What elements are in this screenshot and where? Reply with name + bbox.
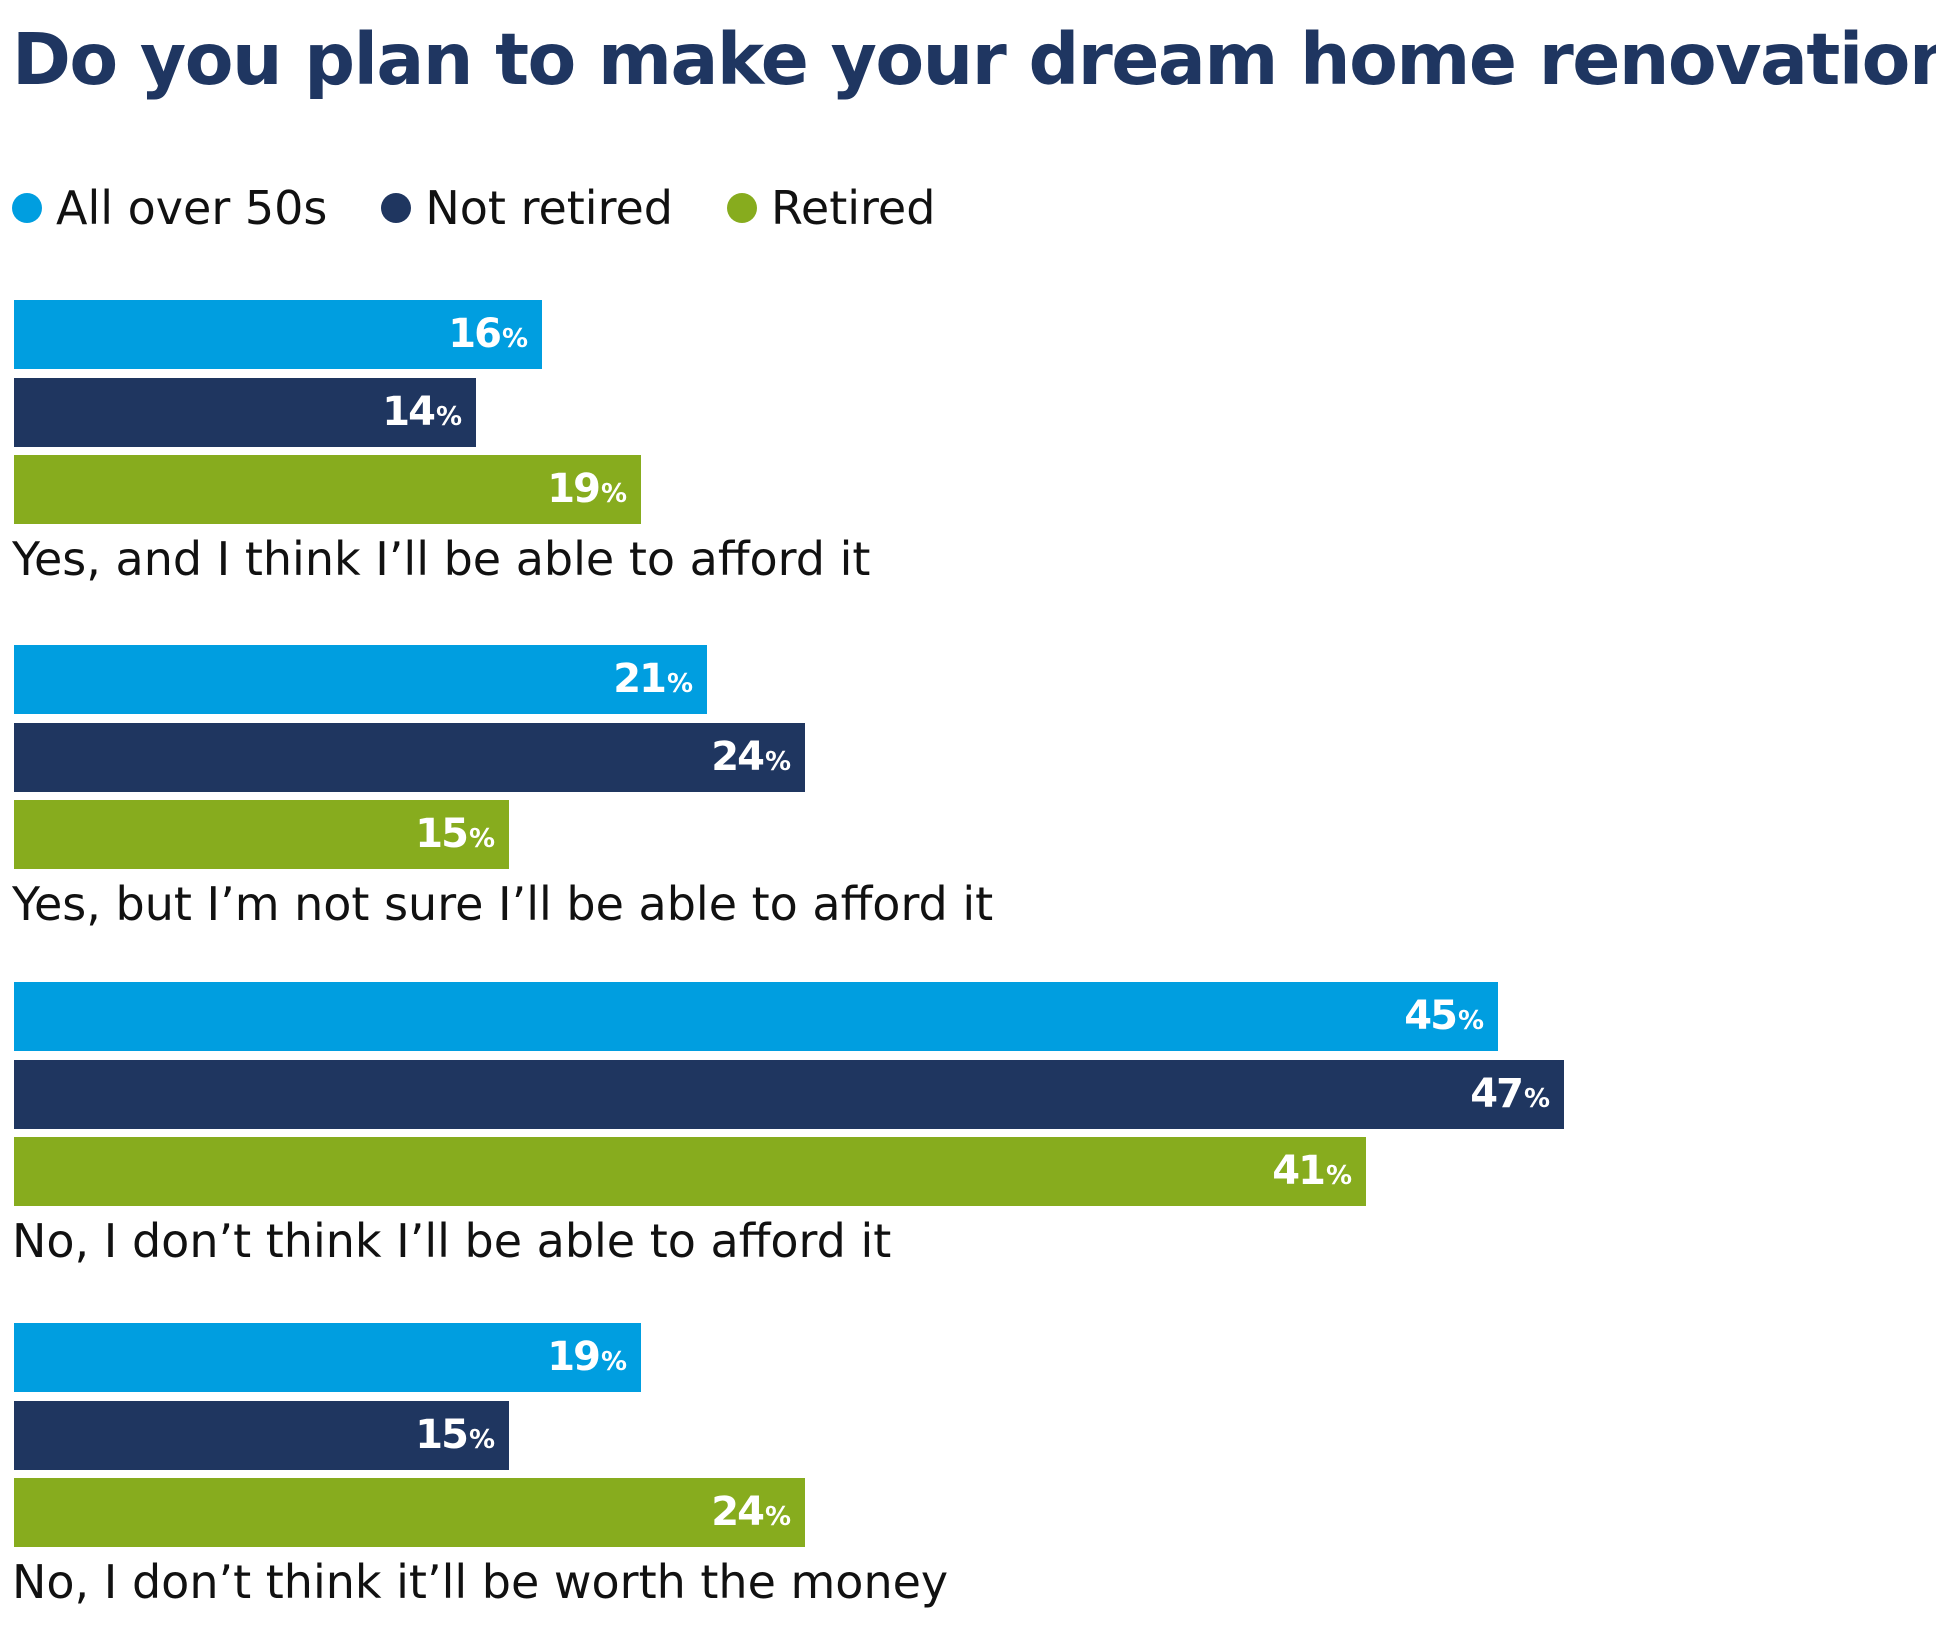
- bar: 15%: [14, 800, 509, 869]
- data-label: 21%: [613, 645, 693, 714]
- data-label-value: 14: [382, 388, 436, 435]
- bar: 24%: [14, 1478, 805, 1547]
- legend-item: All over 50s: [12, 181, 327, 235]
- bar: 21%: [14, 645, 707, 714]
- category-label: No, I don’t think I’ll be able to afford…: [12, 1214, 892, 1268]
- data-label-value: 45: [1404, 993, 1458, 1039]
- data-label-unit: %: [1523, 1083, 1550, 1114]
- data-label-unit: %: [764, 746, 791, 777]
- data-label: 16%: [448, 300, 528, 369]
- chart-title: Do you plan to make your dream home reno…: [12, 18, 1936, 101]
- category-label: No, I don’t think it’ll be worth the mon…: [12, 1555, 949, 1609]
- bar: 15%: [14, 1400, 509, 1470]
- data-label-unit: %: [666, 669, 693, 699]
- bar: 45%: [14, 982, 1498, 1051]
- data-label-value: 16: [448, 311, 502, 357]
- data-label: 15%: [415, 800, 495, 869]
- data-label: 45%: [1404, 982, 1484, 1051]
- data-label-unit: %: [468, 824, 495, 854]
- data-label: 41%: [1272, 1137, 1352, 1206]
- legend-marker: [727, 193, 757, 223]
- bar: 24%: [14, 722, 805, 792]
- data-label-unit: %: [435, 401, 462, 432]
- data-label: 19%: [547, 455, 627, 524]
- data-label: 19%: [547, 1323, 627, 1392]
- data-label-unit: %: [501, 324, 528, 354]
- category-label: Yes, but I’m not sure I’ll be able to af…: [12, 877, 994, 931]
- data-label-value: 24: [711, 1489, 765, 1535]
- legend-marker: [12, 193, 42, 223]
- data-label-value: 21: [613, 656, 667, 702]
- bar: 14%: [14, 377, 476, 447]
- data-label-value: 24: [711, 733, 765, 780]
- data-label-unit: %: [1325, 1161, 1352, 1191]
- legend-label: Retired: [771, 181, 936, 235]
- data-label: 15%: [415, 1401, 495, 1470]
- bar: 19%: [14, 1323, 641, 1392]
- bar: 47%: [14, 1059, 1564, 1129]
- category-label: Yes, and I think I’ll be able to afford …: [12, 532, 871, 586]
- data-label-unit: %: [468, 1424, 495, 1455]
- bar: 41%: [14, 1137, 1366, 1206]
- data-label-value: 41: [1272, 1148, 1326, 1194]
- bar: 16%: [14, 300, 542, 369]
- data-label-value: 15: [415, 1411, 469, 1458]
- legend-marker: [381, 193, 412, 223]
- data-label: 24%: [711, 1478, 791, 1547]
- legend-label: Not retired: [425, 181, 673, 235]
- data-label-unit: %: [764, 1502, 791, 1532]
- legend: All over 50s Not retired Retired: [12, 178, 989, 238]
- legend-item: Not retired: [381, 181, 673, 235]
- data-label-value: 19: [547, 1334, 601, 1380]
- data-label-value: 15: [415, 811, 469, 857]
- bar: 19%: [14, 455, 641, 524]
- legend-item: Retired: [727, 181, 935, 235]
- data-label: 24%: [711, 723, 791, 792]
- data-label-unit: %: [1457, 1006, 1484, 1036]
- data-label-unit: %: [600, 1347, 627, 1377]
- data-label-unit: %: [600, 479, 627, 509]
- data-label: 14%: [382, 378, 462, 447]
- legend-label: All over 50s: [56, 181, 328, 235]
- data-label-value: 47: [1470, 1070, 1524, 1117]
- data-label: 47%: [1470, 1060, 1550, 1129]
- data-label-value: 19: [547, 466, 601, 512]
